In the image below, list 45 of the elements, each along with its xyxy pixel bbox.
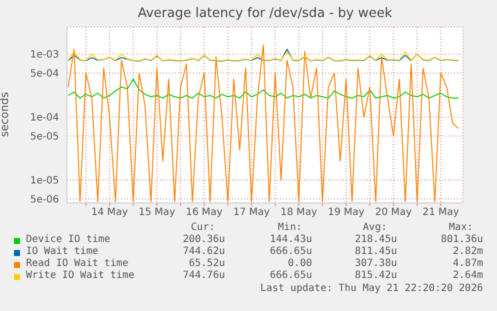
text: 2.82m [452, 246, 483, 257]
text: 218.45u [354, 234, 397, 245]
legend-label: Read IO Wait time [26, 258, 128, 269]
text: 200.36u [182, 234, 225, 245]
y-tick-label: 5e-05 [30, 132, 59, 143]
line-series [68, 48, 459, 62]
text: Last update: Thu May 21 22:20:20 2026 [260, 283, 483, 294]
text: 65.52u [188, 258, 225, 269]
text: Min: [278, 222, 302, 233]
x-tick-label: 17 May [233, 207, 270, 218]
line-series [68, 78, 459, 99]
x-tick-label: 19 May [328, 207, 365, 218]
x-tick-label: 14 May [91, 207, 128, 218]
text: 744.76u [182, 270, 225, 281]
x-tick-label: 16 May [186, 207, 223, 218]
text: 0.00 [288, 258, 312, 269]
legend-label: Write IO Wait time [26, 270, 134, 281]
text: 2.64m [452, 270, 483, 281]
y-tick-label: 1e-03 [30, 50, 59, 61]
y-tick-label: 5e-04 [30, 68, 59, 80]
text: 144.43u [270, 234, 312, 245]
text: 815.42u [354, 270, 397, 281]
x-tick-label: 15 May [138, 207, 176, 218]
text: Max: [448, 222, 473, 233]
x-tick-label: 18 May [280, 207, 318, 218]
y-tick-label: 1e-05 [30, 175, 59, 186]
text: 666.65u [270, 246, 312, 257]
legend-label: Device IO time [26, 234, 110, 245]
text: 801.36u [440, 234, 483, 245]
text: 4.87m [452, 258, 483, 269]
x-tick-label: 21 May [422, 207, 460, 218]
text: Avg: [362, 222, 387, 233]
y-tick-label: 1e-04 [30, 112, 59, 124]
legend-label: IO Wait time [26, 246, 98, 257]
text: Cur: [190, 222, 215, 233]
text: 744.62u [182, 246, 225, 257]
y-tick-label: 5e-06 [30, 194, 59, 206]
chart-title: Average latency for /dev/sda - by week [136, 6, 394, 21]
y-axis-title: seconds [0, 92, 11, 137]
line-series [68, 51, 459, 62]
line-series [68, 44, 459, 202]
text: 811.45u [354, 246, 397, 257]
x-tick-label: 20 May [375, 207, 412, 218]
text: 666.65u [270, 270, 312, 281]
text: 307.38u [354, 258, 397, 269]
